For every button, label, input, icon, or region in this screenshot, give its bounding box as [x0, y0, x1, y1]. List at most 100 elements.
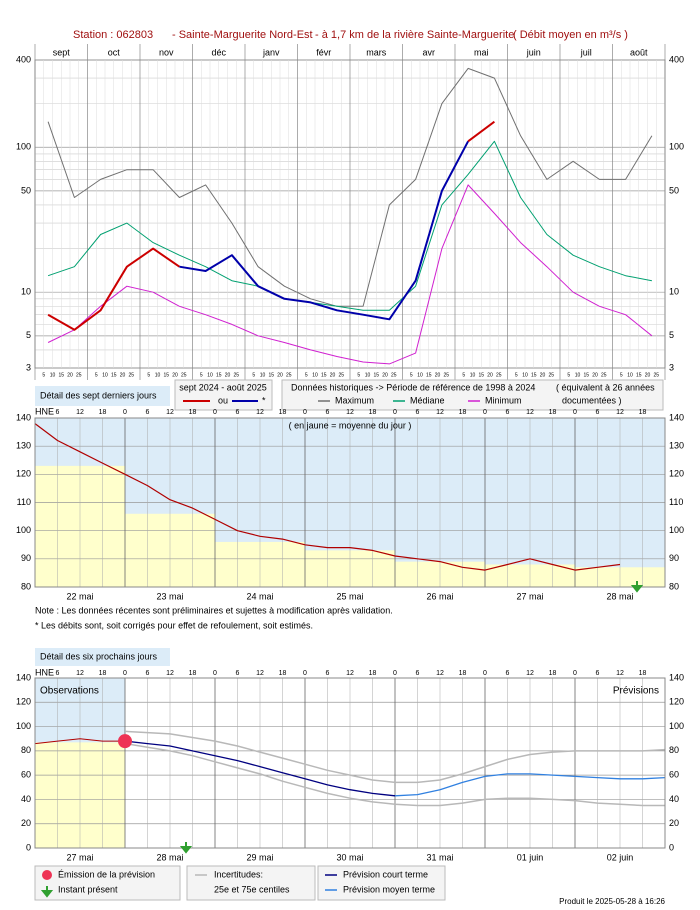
plot-frame [34, 417, 666, 588]
month-label: sept [53, 47, 71, 57]
hour-label: 12 [166, 670, 174, 677]
forecast-label: Prévisions [613, 686, 659, 697]
month-label: avr [422, 47, 435, 57]
hour-label: 6 [56, 670, 60, 677]
day-tick-label: 15 [321, 372, 327, 378]
chart-title: Station : 062803 - Sainte-Marguerite Nor… [73, 29, 628, 41]
y-tick-label: 0 [26, 842, 31, 852]
legend-title: sept 2024 - août 2025 [179, 382, 267, 392]
hour-label: 18 [279, 409, 287, 416]
y-tick-label: 20 [21, 818, 31, 828]
month-label: janv [262, 47, 280, 57]
legend-box [317, 865, 446, 901]
hour-label: 6 [326, 670, 330, 677]
day-tick-label: 10 [522, 372, 528, 378]
day-tick-label: 25 [233, 372, 239, 378]
hour-label: 12 [436, 409, 444, 416]
y-tick-label-right: 100 [669, 142, 684, 152]
day-tick-label: 15 [531, 372, 537, 378]
hour-label: 18 [639, 409, 647, 416]
y-tick-label-right: 100 [669, 525, 684, 535]
day-tick-label: 10 [470, 372, 476, 378]
legend-label: Prévision moyen terme [343, 884, 435, 894]
detail-tab [35, 386, 170, 406]
hour-label: 12 [166, 409, 174, 416]
hour-label: 0 [573, 409, 577, 416]
day-tick-label: 15 [163, 372, 169, 378]
legend-box [186, 865, 316, 901]
y-tick-label-right: 120 [669, 697, 684, 707]
hour-label: 6 [236, 409, 240, 416]
hour-label: 12 [346, 409, 354, 416]
produced-label: Produit le 2025-05-28 à 16:26 [559, 897, 665, 906]
day-tick-label: 10 [155, 372, 161, 378]
y-tick-label: 100 [16, 142, 31, 152]
day-tick-label: 10 [627, 372, 633, 378]
note: * Les débits sont, soit corrigés pour ef… [35, 620, 313, 630]
hour-label: 0 [213, 409, 217, 416]
day-label: 30 mai [336, 852, 363, 862]
legend-label: * [262, 395, 266, 405]
hour-label: 18 [279, 670, 287, 677]
y-tick-label: 10 [21, 287, 31, 297]
y-tick-label-right: 3 [669, 362, 674, 372]
emission-point [118, 734, 132, 749]
day-tick-label: 5 [462, 372, 465, 378]
y-tick-label-right: 40 [669, 794, 679, 804]
note: Note : Les données récentes sont prélimi… [35, 605, 393, 615]
y-tick-label-right: 50 [669, 185, 679, 195]
hour-label: 18 [639, 670, 647, 677]
day-tick-label: 25 [286, 372, 292, 378]
hour-label: 6 [596, 670, 600, 677]
month-label: août [630, 47, 648, 57]
day-label: 23 mai [156, 591, 183, 601]
day-tick-label: 20 [487, 372, 493, 378]
series-line [179, 140, 469, 321]
y-tick-label-right: 20 [669, 818, 679, 828]
hour-label: 0 [303, 670, 307, 677]
day-tick-label: 25 [338, 372, 344, 378]
forecast-line [394, 773, 666, 797]
title-station: Station : 062803 [73, 29, 153, 41]
y-tick-label-right: 100 [669, 721, 684, 731]
y-tick-label: 3 [26, 362, 31, 372]
day-tick-label: 25 [496, 372, 502, 378]
title-location: - à 1,7 km de la rivière Sainte-Margueri… [315, 29, 514, 41]
y-tick-label: 60 [21, 770, 31, 780]
day-tick-label: 5 [42, 372, 45, 378]
hour-label: 0 [123, 670, 127, 677]
hour-label: 6 [506, 409, 510, 416]
y-tick-label: 400 [16, 54, 31, 64]
uncertainty-lower [124, 742, 665, 807]
hour-label: 18 [369, 409, 377, 416]
y-tick-label-right: 130 [669, 441, 684, 451]
legend-box [174, 379, 273, 411]
day-tick-label: 20 [645, 372, 651, 378]
y-tick-label: 80 [21, 745, 31, 755]
hour-label: 0 [393, 670, 397, 677]
series-line [47, 184, 653, 365]
day-label: 27 mai [66, 852, 93, 862]
hour-label: 0 [483, 409, 487, 416]
flow-line [34, 423, 621, 571]
y-tick-label-right: 80 [669, 745, 679, 755]
day-tick-label: 5 [410, 372, 413, 378]
observed-line [34, 738, 125, 745]
hour-label: 18 [459, 670, 467, 677]
y-tick-label: 140 [16, 412, 31, 422]
month-label: mars [366, 47, 386, 57]
hour-label: 6 [146, 409, 150, 416]
month-label: févr [316, 47, 331, 57]
y-tick-label-right: 120 [669, 469, 684, 479]
day-label: 27 mai [516, 591, 543, 601]
hour-label: 18 [369, 670, 377, 677]
y-tick-label-right: 60 [669, 770, 679, 780]
y-tick-label-right: 10 [669, 287, 679, 297]
day-tick-label: 20 [330, 372, 336, 378]
day-tick-label: 25 [443, 372, 449, 378]
legend-label: Incertitudes: [214, 869, 263, 879]
legend-or: ou [218, 395, 228, 405]
legend-label: Médiane [410, 395, 445, 405]
y-tick-label-right: 90 [669, 553, 679, 563]
month-label: nov [159, 47, 174, 57]
